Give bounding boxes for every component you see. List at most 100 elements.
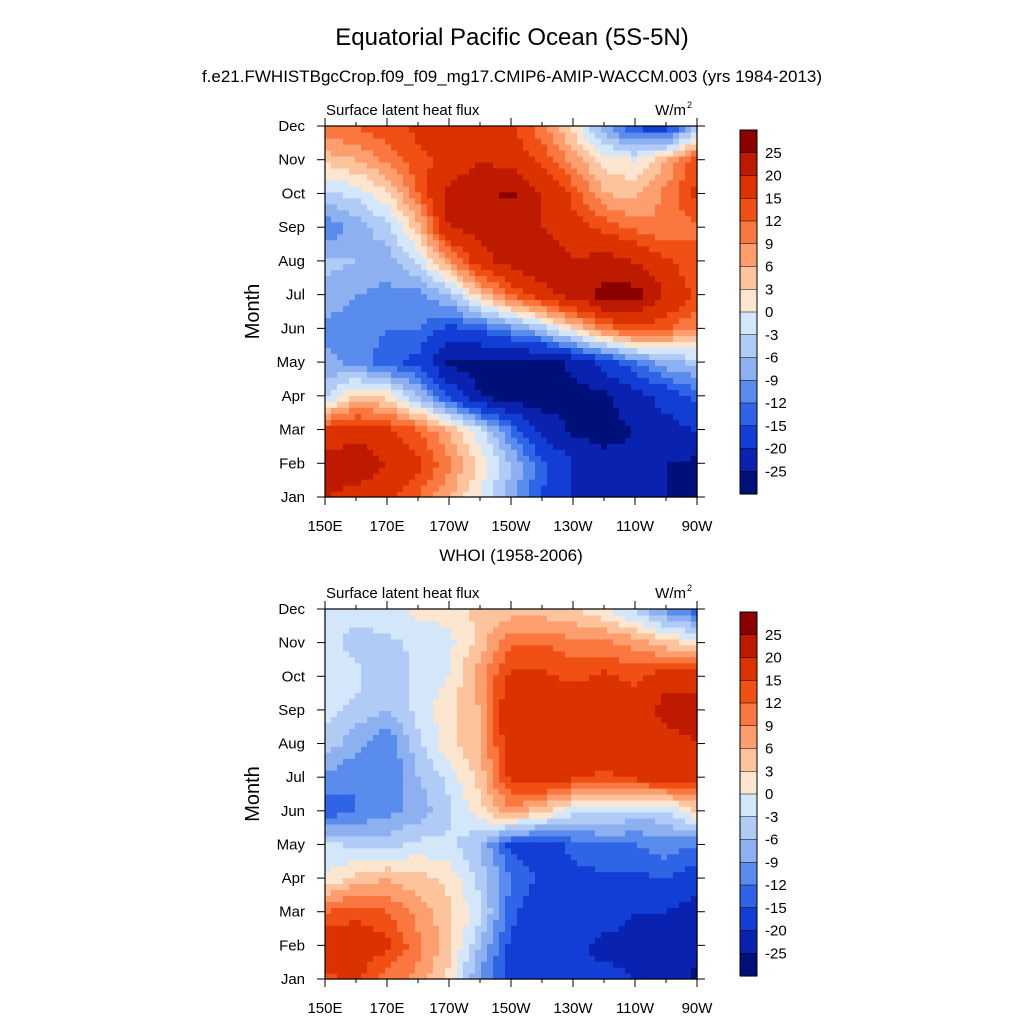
field-cell: [349, 131, 356, 139]
field-cell: [331, 919, 338, 926]
field-cell: [331, 943, 338, 950]
field-cell: [595, 931, 602, 938]
field-cell: [613, 173, 620, 181]
field-cell: [385, 329, 392, 337]
field-cell: [685, 889, 692, 897]
field-cell: [415, 329, 422, 337]
field-cell: [499, 167, 506, 175]
field-cell: [355, 925, 362, 932]
field-cell: [451, 889, 458, 897]
field-cell: [337, 913, 344, 920]
field-cell: [379, 131, 386, 139]
field-cell: [541, 371, 548, 378]
field-cell: [601, 287, 608, 295]
field-cell: [505, 395, 512, 402]
field-cell: [409, 443, 416, 450]
field-cell: [553, 377, 560, 384]
field-cell: [673, 335, 680, 343]
field-cell: [397, 155, 404, 163]
field-cell: [337, 155, 344, 163]
field-cell: [433, 401, 440, 408]
field-cell: [415, 335, 422, 343]
field-cell: [331, 275, 338, 283]
field-cell: [463, 281, 470, 289]
field-cell: [421, 233, 428, 241]
field-cell: [637, 131, 644, 139]
field-cell: [577, 377, 584, 384]
field-cell: [331, 245, 338, 253]
field-cell: [583, 353, 590, 360]
field-cell: [367, 365, 374, 372]
field-cell: [421, 937, 428, 944]
field-cell: [673, 443, 680, 450]
colorbar-frame: [739, 129, 758, 495]
field-cell: [529, 245, 536, 253]
field-cell: [655, 359, 662, 366]
field-cell: [661, 407, 668, 414]
field-cell: [433, 251, 440, 259]
field-cell: [517, 973, 524, 980]
field-cell: [433, 377, 440, 384]
field-cell: [475, 383, 482, 390]
field-cell: [649, 269, 656, 277]
field-cell: [463, 305, 470, 313]
field-cell: [631, 209, 638, 217]
field-cell: [529, 943, 536, 950]
field-cell: [529, 431, 536, 438]
field-cell: [553, 179, 560, 187]
field-cell: [499, 925, 506, 932]
field-cell: [481, 949, 488, 956]
field-cell: [493, 443, 500, 450]
xtick-label: 170W: [429, 518, 469, 535]
field-cell: [691, 335, 698, 343]
field-cell: [625, 895, 632, 903]
field-cell: [655, 383, 662, 390]
field-cell: [505, 293, 512, 301]
field-cell: [541, 203, 548, 211]
field-cell: [583, 949, 590, 956]
colorbar-label: 9: [765, 236, 773, 253]
field-cell: [511, 245, 518, 253]
field-cell: [673, 131, 680, 139]
field-cell: [409, 383, 416, 390]
field-cell: [661, 149, 668, 157]
field-cell: [445, 383, 452, 390]
field-cell: [619, 931, 626, 938]
field-cell: [469, 281, 476, 289]
field-cell: [475, 227, 482, 235]
field-cell: [541, 173, 548, 181]
field-cell: [535, 467, 542, 474]
field-cell: [379, 359, 386, 366]
field-cell: [523, 895, 530, 903]
field-cell: [373, 919, 380, 926]
field-cell: [691, 215, 698, 223]
field-cell: [475, 221, 482, 229]
field-cell: [361, 149, 368, 157]
field-cell: [325, 209, 332, 217]
field-cell: [355, 341, 362, 348]
field-cell: [505, 143, 512, 151]
field-cell: [349, 491, 356, 498]
field-cell: [451, 395, 458, 402]
field-cell: [625, 203, 632, 211]
field-cell: [469, 413, 476, 420]
field-cell: [607, 967, 614, 974]
field-cell: [451, 245, 458, 253]
field-cell: [643, 365, 650, 372]
field-cell: [475, 239, 482, 247]
field-cell: [325, 149, 332, 157]
field-cell: [637, 149, 644, 157]
field-cell: [637, 179, 644, 187]
field-cell: [403, 419, 410, 426]
field-cell: [355, 299, 362, 307]
field-cell: [433, 311, 440, 319]
field-cell: [349, 931, 356, 938]
field-cell: [397, 419, 404, 426]
field-cell: [667, 149, 674, 157]
field-cell: [667, 305, 674, 313]
field-cell: [625, 227, 632, 235]
field-cell: [571, 907, 578, 914]
field-cell: [373, 221, 380, 229]
field-cell: [331, 485, 338, 492]
field-cell: [505, 191, 512, 199]
